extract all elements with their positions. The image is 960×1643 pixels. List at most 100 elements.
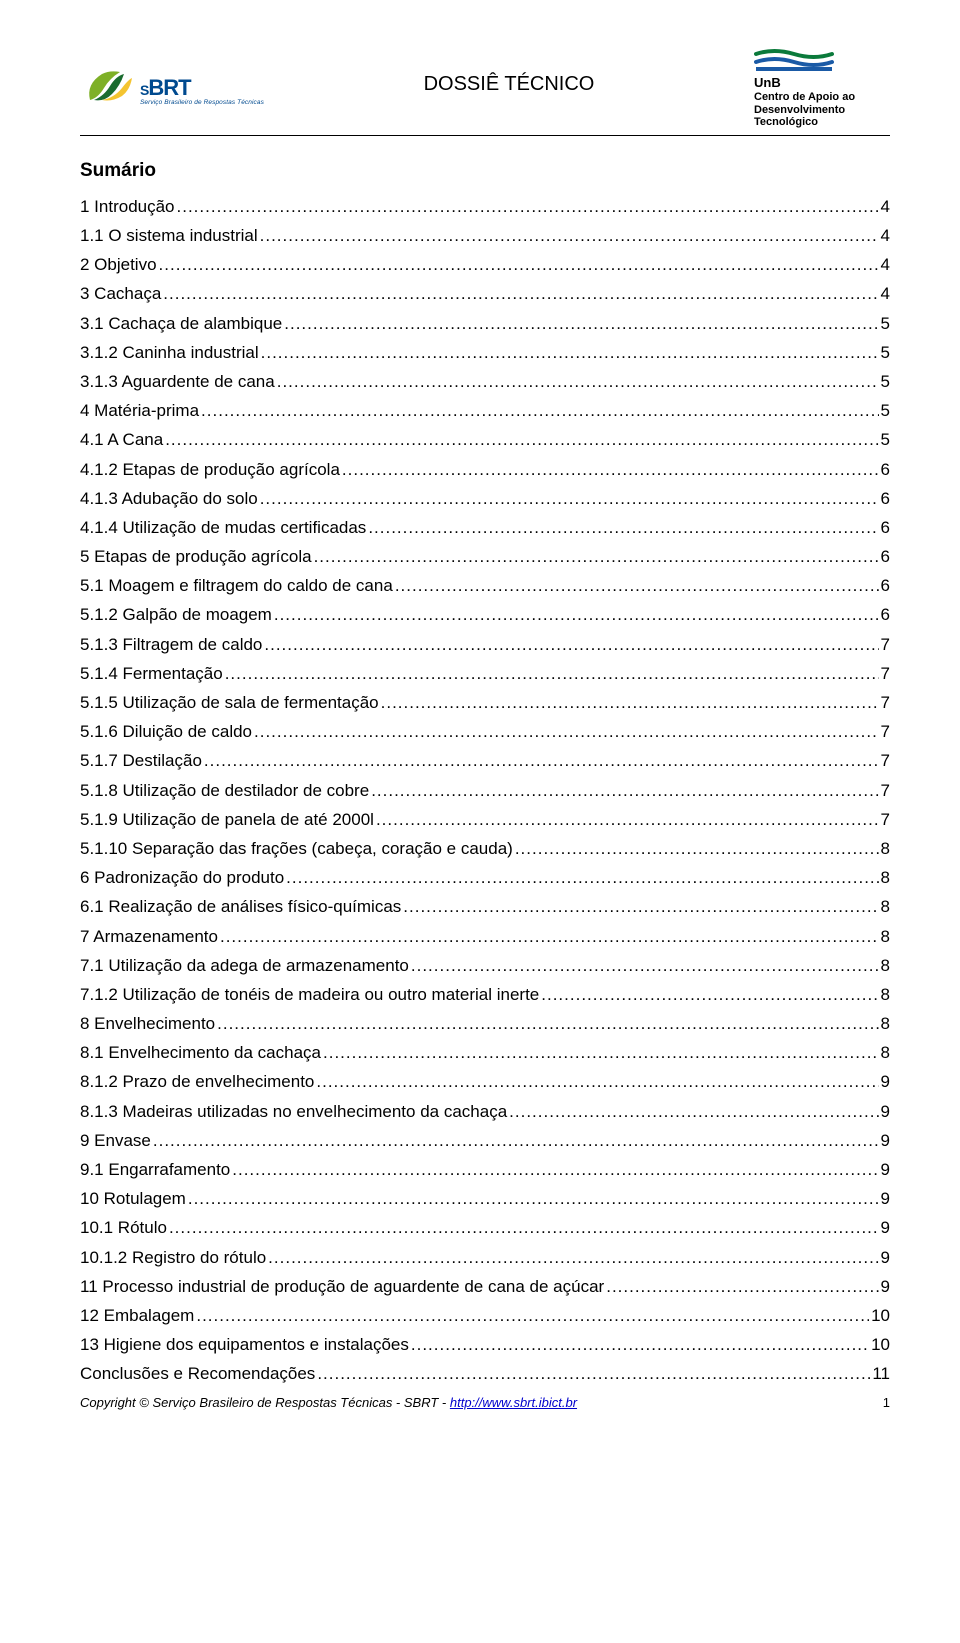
- toc-row: 3.1.3 Aguardente de cana5: [80, 373, 890, 390]
- toc-row: 8.1.3 Madeiras utilizadas no envelhecime…: [80, 1103, 890, 1120]
- toc-page-number: 6: [881, 548, 890, 565]
- toc-page-number: 7: [881, 636, 890, 653]
- unb-line2: Desenvolvimento: [754, 104, 890, 117]
- toc-page-number: 9: [881, 1190, 890, 1207]
- unb-label: UnB: [754, 76, 890, 91]
- toc-label: 1.1 O sistema industrial: [80, 227, 258, 244]
- toc-leader-dots: [201, 402, 878, 419]
- toc-row: 5.1.10 Separação das frações (cabeça, co…: [80, 840, 890, 857]
- toc-label: 9 Envase: [80, 1132, 151, 1149]
- toc-row: 4.1 A Cana 5: [80, 431, 890, 448]
- brt-wordmark: SBRT Serviço Brasileiro de Respostas Téc…: [140, 75, 264, 106]
- toc-leader-dots: [163, 285, 878, 302]
- toc-leader-dots: [381, 694, 879, 711]
- toc-page-number: 6: [881, 606, 890, 623]
- toc-leader-dots: [232, 1161, 878, 1178]
- toc-label: 4.1 A Cana: [80, 431, 163, 448]
- toc-label: 4 Matéria-prima: [80, 402, 199, 419]
- toc-row: 3.1.2 Caninha industrial5: [80, 344, 890, 361]
- toc-leader-dots: [376, 811, 879, 828]
- toc-row: 10 Rotulagem9: [80, 1190, 890, 1207]
- toc-row: 5.1.8 Utilização de destilador de cobre 7: [80, 782, 890, 799]
- toc-leader-dots: [220, 928, 879, 945]
- toc-leader-dots: [509, 1103, 878, 1120]
- toc-row: 5.1.9 Utilização de panela de até 2000l7: [80, 811, 890, 828]
- toc-label: 8 Envelhecimento: [80, 1015, 215, 1032]
- toc-row: 5.1.5 Utilização de sala de fermentação7: [80, 694, 890, 711]
- brt-brand-sub: Serviço Brasileiro de Respostas Técnicas: [140, 99, 264, 106]
- toc-row: 4.1.2 Etapas de produção agrícola6: [80, 461, 890, 478]
- toc-page-number: 6: [881, 577, 890, 594]
- toc-row: Conclusões e Recomendações11: [80, 1365, 890, 1382]
- toc-page-number: 9: [881, 1161, 890, 1178]
- page-title: DOSSIÊ TÉCNICO: [264, 73, 754, 96]
- toc-label: 7.1.2 Utilização de tonéis de madeira ou…: [80, 986, 539, 1003]
- copyright-rest: © Serviço Brasileiro de Respostas Técnic…: [136, 1395, 450, 1410]
- toc-page-number: 9: [881, 1249, 890, 1266]
- toc-leader-dots: [159, 256, 879, 273]
- toc-row: 5 Etapas de produção agrícola6: [80, 548, 890, 565]
- toc-leader-dots: [196, 1307, 869, 1324]
- toc-page-number: 8: [881, 957, 890, 974]
- unb-mark-icon: [754, 46, 890, 74]
- toc-leader-dots: [515, 840, 879, 857]
- toc-page-number: 8: [881, 869, 890, 886]
- toc-row: 4 Matéria-prima 5: [80, 402, 890, 419]
- unb-line1: Centro de Apoio ao: [754, 91, 890, 104]
- toc-page-number: 9: [881, 1073, 890, 1090]
- toc-label: 5.1.8 Utilização de destilador de cobre: [80, 782, 369, 799]
- toc-row: 1 Introdução4: [80, 198, 890, 215]
- toc-row: 9 Envase 9: [80, 1132, 890, 1149]
- toc-leader-dots: [371, 782, 878, 799]
- toc-page-number: 5: [881, 402, 890, 419]
- toc-page-number: 6: [881, 490, 890, 507]
- toc-label: 6 Padronização do produto: [80, 869, 284, 886]
- footer-link[interactable]: http://www.sbrt.ibict.br: [450, 1395, 577, 1410]
- toc-leader-dots: [411, 957, 879, 974]
- toc-label: 8.1.3 Madeiras utilizadas no envelhecime…: [80, 1103, 507, 1120]
- toc-page-number: 9: [881, 1103, 890, 1120]
- toc-label: 2 Objetivo: [80, 256, 157, 273]
- leaf-icon: [80, 66, 138, 108]
- toc-row: 10.1.2 Registro do rótulo 9: [80, 1249, 890, 1266]
- toc-page-number: 7: [881, 782, 890, 799]
- toc-page-number: 9: [881, 1278, 890, 1295]
- toc-page-number: 5: [881, 431, 890, 448]
- toc-leader-dots: [317, 1365, 870, 1382]
- toc-row: 5.1.3 Filtragem de caldo7: [80, 636, 890, 653]
- toc-page-number: 9: [881, 1219, 890, 1236]
- toc-page-number: 8: [881, 840, 890, 857]
- toc-label: 5.1.5 Utilização de sala de fermentação: [80, 694, 379, 711]
- toc-page-number: 9: [881, 1132, 890, 1149]
- toc-row: 8.1 Envelhecimento da cachaça8: [80, 1044, 890, 1061]
- unb-logo: UnB Centro de Apoio ao Desenvolvimento T…: [754, 46, 890, 129]
- toc-leader-dots: [277, 373, 879, 390]
- toc-leader-dots: [342, 461, 879, 478]
- toc-label: 3.1.3 Aguardente de cana: [80, 373, 275, 390]
- toc-row: 5.1.2 Galpão de moagem6: [80, 606, 890, 623]
- toc-leader-dots: [260, 227, 879, 244]
- toc-label: 13 Higiene dos equipamentos e instalaçõe…: [80, 1336, 409, 1353]
- toc-leader-dots: [254, 723, 879, 740]
- toc-label: 10.1.2 Registro do rótulo: [80, 1249, 266, 1266]
- toc-row: 8 Envelhecimento 8: [80, 1015, 890, 1032]
- toc-leader-dots: [268, 1249, 878, 1266]
- toc-page-number: 4: [881, 227, 890, 244]
- toc-row: 4.1.3 Adubação do solo6: [80, 490, 890, 507]
- toc-page-number: 8: [881, 986, 890, 1003]
- toc-label: 7 Armazenamento: [80, 928, 218, 945]
- toc-leader-dots: [541, 986, 878, 1003]
- table-of-contents: 1 Introdução4 1.1 O sistema industrial 4 2 …: [80, 198, 890, 1383]
- page-footer: Copyright © Serviço Brasileiro de Respos…: [80, 1395, 890, 1410]
- toc-label: 5.1.4 Fermentação: [80, 665, 223, 682]
- page-header: SBRT Serviço Brasileiro de Respostas Téc…: [80, 46, 890, 129]
- page-number: 1: [883, 1395, 890, 1410]
- toc-leader-dots: [217, 1015, 878, 1032]
- toc-label: 5.1.7 Destilação: [80, 752, 202, 769]
- toc-row: 6.1 Realização de análises físico-químic…: [80, 898, 890, 915]
- toc-page-number: 8: [881, 1015, 890, 1032]
- toc-row: 6 Padronização do produto 8: [80, 869, 890, 886]
- toc-label: 6.1 Realização de análises físico-químic…: [80, 898, 401, 915]
- toc-leader-dots: [314, 548, 879, 565]
- toc-label: 7.1 Utilização da adega de armazenamento: [80, 957, 409, 974]
